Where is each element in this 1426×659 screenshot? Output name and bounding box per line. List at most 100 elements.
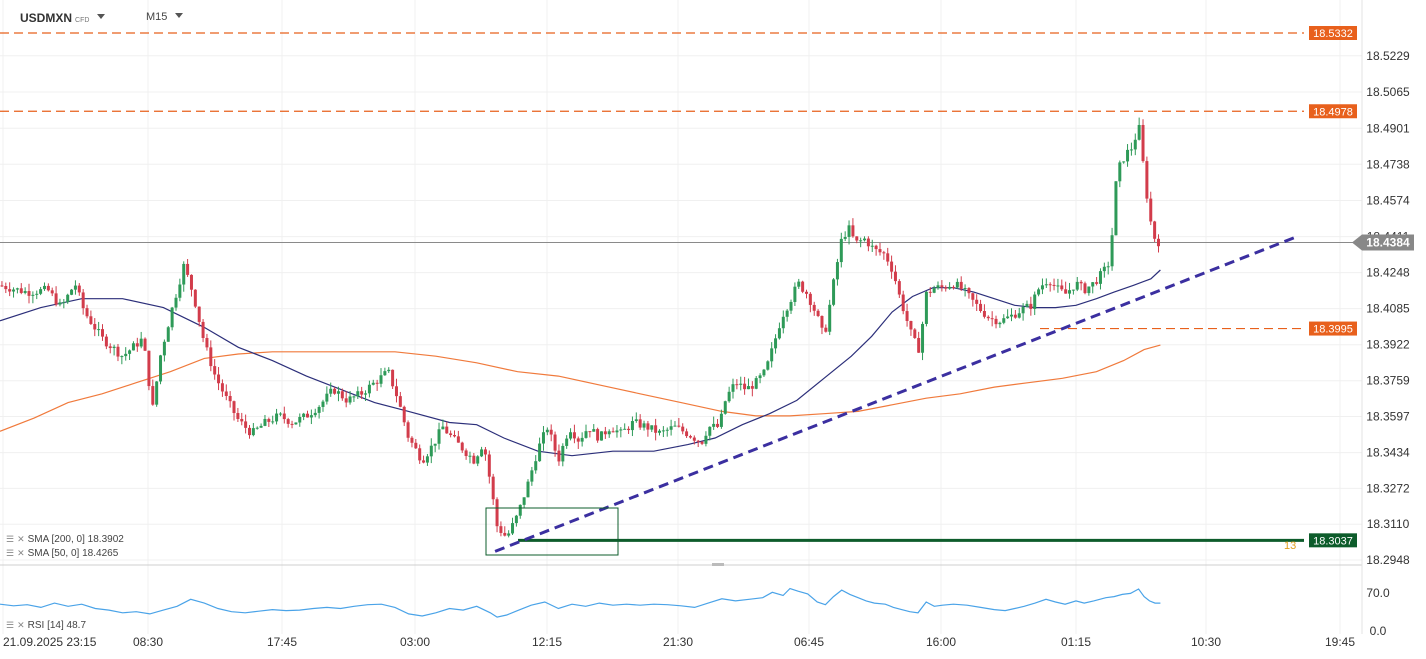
candle-body xyxy=(35,293,39,295)
rsi-tick: 0.0 xyxy=(1370,624,1387,638)
close-icon[interactable]: ✕ xyxy=(17,548,25,558)
candle-body xyxy=(379,375,383,384)
settings-icon[interactable]: ☰ xyxy=(6,534,15,544)
candle-body xyxy=(692,437,696,441)
panel-resize-handle[interactable] xyxy=(712,563,724,566)
settings-icon[interactable]: ☰ xyxy=(6,548,15,558)
candle-body xyxy=(538,443,542,462)
candle-body xyxy=(267,418,271,422)
candle-body xyxy=(371,382,375,385)
time-tick: 10:30 xyxy=(1191,635,1221,649)
candle-body xyxy=(1126,149,1130,162)
price-ticks: 18.522918.506518.490118.473818.457418.44… xyxy=(1366,49,1410,567)
candle-body xyxy=(762,369,766,376)
indicator-rsi[interactable]: ☰ ✕ RSI [14] 48.7 xyxy=(6,620,86,631)
candle-body xyxy=(414,442,418,449)
low-level-marker: 13 xyxy=(1284,540,1296,552)
candle-body xyxy=(0,285,4,287)
candle-body xyxy=(688,436,692,438)
current-price-label: 18.4384 xyxy=(1352,234,1414,251)
low-zone-box[interactable] xyxy=(485,507,619,556)
candle-body xyxy=(155,381,159,405)
candle-body xyxy=(681,426,685,432)
candle-body xyxy=(255,427,259,429)
candle-body xyxy=(975,299,979,304)
candle-body xyxy=(514,515,518,524)
time-tick: 08:30 xyxy=(133,635,163,649)
candle-body xyxy=(398,396,402,407)
candles xyxy=(0,117,1160,538)
candle-body xyxy=(101,329,105,337)
candle-body xyxy=(669,426,673,430)
candle-body xyxy=(483,449,487,455)
candle-body xyxy=(189,274,193,290)
svg-text:18.3037: 18.3037 xyxy=(1313,535,1353,547)
candle-body xyxy=(963,288,967,290)
close-icon[interactable]: ✕ xyxy=(17,620,25,630)
candle-body xyxy=(576,438,580,442)
price-tick: 18.3597 xyxy=(1366,410,1410,424)
candle-body xyxy=(1010,314,1014,317)
candle-body xyxy=(1145,161,1149,199)
candle-body xyxy=(638,419,642,428)
candle-body xyxy=(209,347,213,367)
candle-body xyxy=(758,375,762,379)
candle-body xyxy=(93,323,97,330)
price-tick: 18.5229 xyxy=(1366,49,1410,63)
candle-body xyxy=(278,413,282,415)
price-tick: 18.3759 xyxy=(1366,374,1410,388)
candle-body xyxy=(116,346,120,357)
timeframe-selector[interactable]: M15 xyxy=(146,11,184,23)
candle-body xyxy=(646,423,650,430)
candle-body xyxy=(309,415,313,418)
candle-body xyxy=(77,285,81,293)
candle-body xyxy=(213,366,217,375)
candle-body xyxy=(789,301,793,311)
candle-body xyxy=(193,289,197,307)
candle-body xyxy=(700,441,704,444)
candle-body xyxy=(325,393,329,402)
candle-body xyxy=(1133,139,1137,150)
candle-body xyxy=(603,431,607,435)
candle-body xyxy=(429,445,433,457)
candle-body xyxy=(599,431,603,441)
candle-body xyxy=(611,431,615,433)
candle-body xyxy=(843,236,847,239)
symbol-type: CFD xyxy=(75,17,90,24)
candle-body xyxy=(781,316,785,329)
candle-body xyxy=(623,428,627,430)
candle-body xyxy=(719,413,723,427)
candle-body xyxy=(487,454,491,477)
close-icon[interactable]: ✕ xyxy=(17,534,25,544)
symbol-selector[interactable]: USDMXN CFD xyxy=(20,11,106,25)
candle-body xyxy=(131,343,135,351)
candle-body xyxy=(522,497,526,505)
candle-body xyxy=(766,361,770,370)
sma50-line xyxy=(0,269,1161,457)
candle-body xyxy=(66,294,70,303)
candle-body xyxy=(240,418,244,422)
candle-body xyxy=(135,343,139,347)
candle-body xyxy=(518,504,522,516)
settings-icon[interactable]: ☰ xyxy=(6,620,15,630)
candle-body xyxy=(166,327,170,342)
candle-body xyxy=(449,433,453,436)
candle-body xyxy=(178,284,182,298)
candle-body xyxy=(801,281,805,292)
candle-body xyxy=(627,428,631,431)
candle-body xyxy=(746,386,750,390)
candle-body xyxy=(1079,281,1083,284)
candle-body xyxy=(901,294,905,312)
candle-body xyxy=(979,303,983,312)
candle-body xyxy=(1075,281,1079,290)
indicator-sma200[interactable]: ☰ ✕ SMA [200, 0] 18.3902 xyxy=(6,534,124,545)
indicator-sma50[interactable]: ☰ ✕ SMA [50, 0] 18.4265 xyxy=(6,548,118,559)
candle-body xyxy=(15,288,19,290)
candle-body xyxy=(336,391,340,394)
candle-body xyxy=(259,425,263,428)
candle-body xyxy=(1110,235,1114,267)
candle-body xyxy=(824,327,828,332)
candle-body xyxy=(816,310,820,317)
candle-body xyxy=(580,437,584,442)
